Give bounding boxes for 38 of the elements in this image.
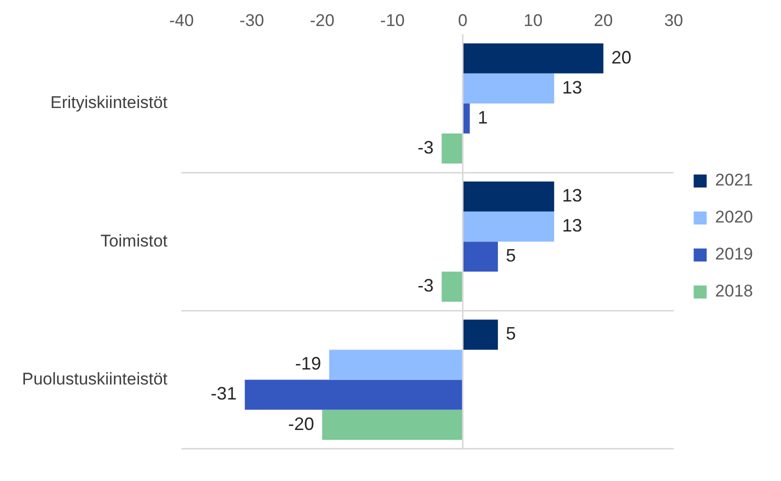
data-label: -31	[210, 384, 237, 404]
x-tick-label: 30	[664, 10, 684, 30]
x-tick-label: 0	[458, 10, 468, 30]
legend-label: 2018	[715, 282, 754, 301]
x-tick-label: 20	[594, 10, 613, 30]
legend-label: 2019	[715, 244, 754, 264]
data-label: -19	[295, 354, 322, 374]
bar	[322, 410, 463, 440]
bar	[442, 272, 463, 302]
bar	[462, 212, 554, 242]
bar	[244, 380, 463, 410]
data-label: -20	[288, 414, 314, 434]
data-label: 13	[562, 216, 582, 236]
data-label: 1	[478, 107, 488, 128]
bar	[462, 182, 554, 212]
x-tick-label: -30	[240, 10, 264, 30]
bar	[329, 350, 463, 380]
data-label: 5	[506, 246, 516, 266]
x-tick-label: -10	[380, 10, 405, 30]
x-tick-label: -20	[310, 10, 334, 30]
y-tick-label: Puolustuskiinteistöt	[22, 369, 168, 388]
x-tick-label: -40	[169, 10, 194, 30]
bar	[462, 73, 554, 104]
data-label: 20	[611, 47, 632, 68]
data-label: 13	[562, 77, 582, 98]
legend-label: 2020	[715, 208, 754, 227]
bar	[462, 320, 498, 350]
data-label: 5	[506, 324, 516, 344]
y-tick-label: Toimistot	[100, 231, 168, 250]
bar	[442, 134, 463, 164]
data-label: -3	[418, 276, 434, 296]
legend-label: 2021	[715, 170, 754, 190]
bar	[462, 242, 498, 272]
x-tick-label: 10	[524, 10, 543, 30]
data-label: -3	[418, 138, 434, 158]
y-tick-label: Erityiskiinteistöt	[50, 93, 168, 112]
bar	[462, 43, 604, 74]
data-label: 13	[562, 186, 582, 206]
